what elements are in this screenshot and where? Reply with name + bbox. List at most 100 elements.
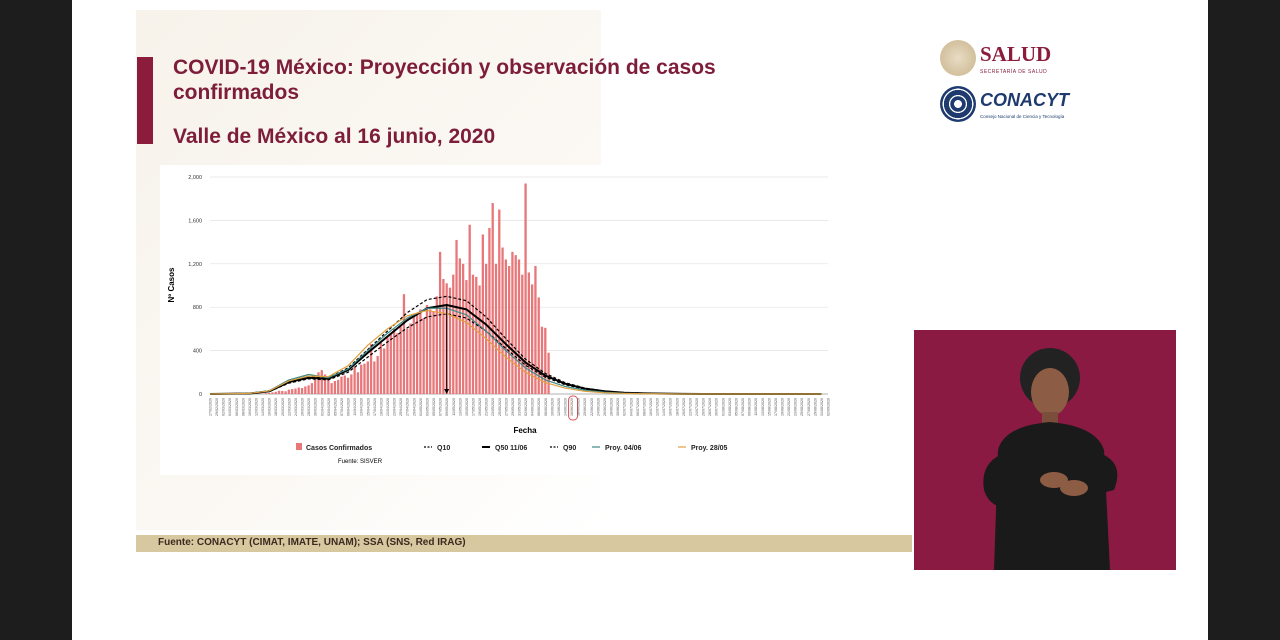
conacyt-emblem-icon — [940, 86, 976, 122]
x-tick-label: 07/04/2020 — [340, 398, 344, 416]
x-tick-label: 03/08/2020 — [728, 398, 732, 416]
x-tick-label: 08/03/2020 — [241, 398, 245, 416]
bar — [455, 239, 458, 394]
x-tick-label: 20/06/2020 — [583, 398, 587, 416]
conacyt-logo-subtext: Consejo Nacional de Ciencia y Tecnología — [980, 113, 1065, 119]
x-tick-label: 29/08/2020 — [813, 398, 817, 416]
x-tick-label: 29/04/2020 — [412, 398, 416, 416]
bar — [291, 389, 294, 394]
x-tick-label: 06/06/2020 — [537, 398, 541, 416]
x-tick-label: 30/07/2020 — [715, 398, 719, 416]
highlight-date-marker — [568, 395, 579, 421]
bar — [471, 274, 475, 394]
x-tick-label: 22/07/2020 — [688, 398, 692, 416]
x-tick-label: 18/03/2020 — [274, 398, 278, 416]
bar — [540, 326, 544, 394]
x-tick-label: 17/05/2020 — [471, 398, 475, 416]
bar — [452, 274, 455, 394]
x-tick-label: 10/07/2020 — [649, 398, 653, 416]
bar — [356, 372, 360, 394]
bar — [396, 333, 399, 394]
conacyt-logo: CONACYT Consejo Nacional de Ciencia y Te… — [940, 86, 1069, 122]
x-tick-label: 02/07/2020 — [623, 398, 627, 416]
series-line-proy--28-05 — [209, 309, 822, 395]
bar — [373, 361, 376, 394]
national-seal-icon — [940, 40, 976, 76]
x-tick-label: 15/05/2020 — [465, 398, 469, 416]
x-tick-label: 23/05/2020 — [491, 398, 495, 416]
bar — [409, 323, 412, 394]
x-tick-label: 14/06/2020 — [564, 398, 568, 416]
bar — [468, 224, 471, 394]
sign-language-interpreter-video — [914, 330, 1176, 570]
x-tick-label: 30/06/2020 — [616, 398, 620, 416]
x-tick-label: 26/07/2020 — [702, 398, 706, 416]
x-tick-label: 03/04/2020 — [327, 398, 331, 416]
bar — [277, 390, 281, 394]
x-axis-label: Fecha — [513, 426, 537, 435]
x-tick-label: 11/05/2020 — [452, 398, 456, 416]
x-tick-label: 02/03/2020 — [222, 398, 226, 416]
x-tick-label: 26/06/2020 — [603, 398, 607, 416]
legend-label: Proy. 04/06 — [605, 445, 642, 452]
x-tick-label: 13/05/2020 — [458, 398, 462, 416]
bar — [429, 309, 432, 394]
x-tick-label: 29/05/2020 — [511, 398, 515, 416]
x-tick-label: 16/07/2020 — [669, 398, 673, 416]
salud-logo-text: SALUD — [980, 41, 1052, 66]
y-tick-label: 1,600 — [188, 218, 202, 224]
x-tick-label: 04/03/2020 — [228, 398, 232, 416]
x-tick-label: 31/05/2020 — [518, 398, 522, 416]
x-tick-label: 28/06/2020 — [610, 398, 614, 416]
x-tick-label: 01/05/2020 — [419, 398, 423, 416]
x-tick-label: 04/06/2020 — [531, 398, 535, 416]
bar — [501, 247, 504, 394]
series-line-q10 — [209, 313, 822, 395]
x-tick-label: 24/06/2020 — [596, 398, 600, 416]
x-tick-label: 17/08/2020 — [774, 398, 778, 416]
x-tick-label: 07/05/2020 — [439, 398, 443, 416]
bar — [514, 255, 517, 394]
bar — [379, 343, 383, 394]
x-tick-label: 12/03/2020 — [255, 398, 259, 416]
x-tick-label: 27/05/2020 — [504, 398, 508, 416]
peak-arrow-head — [444, 389, 450, 394]
y-tick-label: 800 — [193, 305, 202, 311]
x-tick-label: 15/04/2020 — [366, 398, 370, 416]
bar — [360, 364, 363, 394]
legend-label: Proy. 28/05 — [691, 445, 728, 452]
x-tick-label: 22/03/2020 — [287, 398, 291, 416]
x-tick-label: 11/08/2020 — [754, 398, 758, 416]
bar — [258, 393, 261, 394]
x-tick-label: 04/07/2020 — [629, 398, 633, 416]
x-tick-label: 08/06/2020 — [544, 398, 548, 416]
x-tick-label: 14/07/2020 — [662, 398, 666, 416]
bar — [494, 263, 498, 394]
bar — [507, 265, 511, 394]
bar — [465, 280, 468, 394]
y-axis-label: Nº Casos — [167, 267, 176, 302]
bar — [406, 328, 409, 394]
right-letterbox — [1208, 0, 1280, 640]
bar — [524, 183, 527, 394]
x-tick-label: 19/04/2020 — [379, 398, 383, 416]
x-tick-label: 05/05/2020 — [432, 398, 436, 416]
bar — [530, 284, 534, 394]
x-tick-label: 17/04/2020 — [373, 398, 377, 416]
x-tick-label: 10/06/2020 — [550, 398, 554, 416]
bar — [294, 388, 297, 394]
x-tick-label: 19/05/2020 — [478, 398, 482, 416]
x-tick-label: 02/06/2020 — [524, 398, 528, 416]
slide-title: COVID-19 México: Proyección y observació… — [173, 56, 716, 104]
bar — [419, 309, 422, 394]
x-tick-label: 31/08/2020 — [820, 398, 824, 416]
bar — [498, 209, 501, 394]
x-tick-label: 06/03/2020 — [235, 398, 239, 416]
x-tick-label: 16/06/2020 — [570, 398, 574, 416]
x-tick-label: 11/04/2020 — [353, 398, 357, 416]
salud-logo-subtext: SECRETARÍA DE SALUD — [980, 68, 1048, 75]
x-tick-label: 21/08/2020 — [787, 398, 791, 416]
x-tick-label: 10/03/2020 — [248, 398, 252, 416]
y-tick-label: 0 — [199, 392, 202, 398]
bar — [537, 297, 540, 394]
